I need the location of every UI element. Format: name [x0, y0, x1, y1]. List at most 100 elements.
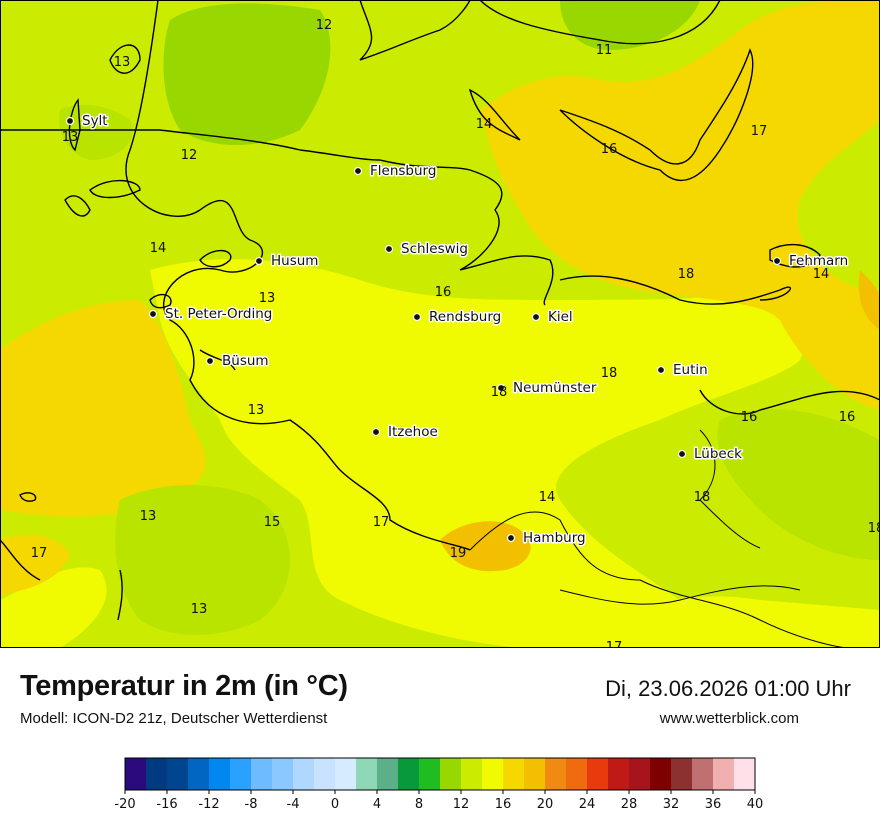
legend-tick-label: 32 — [663, 797, 680, 812]
temperature-zone-12-north — [163, 3, 331, 145]
legend-swatch — [692, 758, 714, 790]
city-schleswig[interactable]: Schleswig — [384, 240, 470, 259]
city-hamburg[interactable]: Hamburg — [506, 529, 587, 548]
temperature-zone-18-sea-west — [0, 300, 206, 517]
city-sylt[interactable]: Sylt — [65, 112, 109, 131]
city-name: Büsum — [222, 353, 269, 369]
legend-tick-label: 8 — [415, 797, 423, 812]
legend-swatch — [230, 758, 252, 790]
legend-tick-label: 40 — [747, 797, 764, 812]
boundary-lines — [469, 429, 851, 648]
value-label: 19 — [450, 546, 467, 561]
temperature-zone-12-northeast — [560, 0, 700, 50]
legend-swatch — [167, 758, 189, 790]
legend-frame — [124, 757, 756, 791]
city-eutin[interactable]: Eutin — [656, 361, 709, 380]
temperature-zone-13-sylt — [59, 104, 133, 160]
value-label: 14 — [150, 241, 167, 256]
city-rendsburg[interactable]: Rendsburg — [412, 308, 503, 327]
value-label: 18 — [491, 385, 508, 400]
legend-swatch — [461, 758, 483, 790]
legend-tick-label: 20 — [537, 797, 554, 812]
value-label: 18 — [694, 490, 711, 505]
temperature-map: Sylt Flensburg Schleswig Husum St. Peter… — [0, 0, 880, 648]
value-label: 13 — [62, 130, 79, 145]
value-labels: 12 13 11 13 14 16 17 12 14 18 14 13 16 1… — [31, 18, 880, 648]
legend-swatches — [125, 758, 756, 790]
legend-swatch — [734, 758, 756, 790]
legend-swatch — [503, 758, 525, 790]
website-link[interactable]: www.wetterblick.com — [659, 710, 799, 727]
value-label: 18 — [678, 267, 695, 282]
city-name: Fehmarn — [789, 253, 848, 269]
legend-swatch — [629, 758, 651, 790]
legend-swatch — [545, 758, 567, 790]
value-label: 12 — [181, 148, 198, 163]
value-label: 13 — [191, 602, 208, 617]
value-label: 14 — [476, 117, 493, 132]
value-label: 13 — [259, 291, 276, 306]
value-label: 17 — [31, 546, 48, 561]
legend-swatch — [335, 758, 357, 790]
legend-tick-label: 36 — [705, 797, 722, 812]
legend-swatch — [314, 758, 336, 790]
legend-swatch — [188, 758, 210, 790]
temperature-zone-18-sea-sw — [0, 535, 70, 595]
temperature-zone-14-east — [717, 409, 880, 560]
coastline — [0, 0, 880, 621]
city-markers: Sylt Flensburg Schleswig Husum St. Peter… — [65, 112, 850, 548]
value-label: 11 — [596, 43, 613, 58]
city-luebeck[interactable]: Lübeck — [677, 445, 744, 464]
legend-tick-label: 0 — [331, 797, 339, 812]
city-name: Hamburg — [523, 530, 586, 546]
legend-swatch — [419, 758, 441, 790]
city-name: Lübeck — [694, 446, 742, 462]
legend-swatch — [293, 758, 315, 790]
map-title: Temperatur in 2m (in °C) — [20, 670, 348, 702]
temperature-zone-18-east — [858, 270, 880, 330]
legend-tick-label: 28 — [621, 797, 638, 812]
city-name: Neumünster — [513, 380, 597, 396]
color-legend: -20 -16 -12 -8 -4 0 4 8 12 16 20 24 28 32 36 40 — [114, 757, 764, 812]
city-itzehoe[interactable]: Itzehoe — [371, 423, 439, 442]
value-label: 13 — [140, 509, 157, 524]
legend-tick-label: 4 — [373, 797, 381, 812]
legend-tick-label: -16 — [156, 797, 177, 812]
temperature-zone-13-west — [115, 485, 291, 635]
temperature-zone-16 — [150, 259, 808, 648]
legend-swatch — [587, 758, 609, 790]
temperature-zone-16c — [560, 596, 880, 648]
city-name: St. Peter-Ording — [165, 306, 272, 322]
legend-tick-label: 24 — [579, 797, 596, 812]
value-label: 14 — [539, 490, 556, 505]
model-info: Modell: ICON-D2 21z, Deutscher Wetterdie… — [20, 710, 328, 727]
legend-tick-label: -4 — [287, 797, 300, 812]
city-kiel[interactable]: Kiel — [531, 308, 574, 327]
forecast-datetime: Di, 23.06.2026 01:00 Uhr — [605, 676, 851, 701]
legend-swatch — [524, 758, 546, 790]
city-st-peter-ording[interactable]: St. Peter-Ording — [148, 305, 274, 324]
city-name: Schleswig — [401, 241, 468, 257]
legend-swatch — [251, 758, 273, 790]
city-flensburg[interactable]: Flensburg — [353, 162, 438, 181]
city-fehmarn[interactable]: Fehmarn — [772, 252, 850, 271]
legend-swatch — [608, 758, 630, 790]
value-label: 13 — [114, 55, 131, 70]
legend-swatch — [377, 758, 399, 790]
temperature-zone-18-hamburg — [440, 521, 531, 572]
value-label: 17 — [373, 515, 390, 530]
value-label: 18 — [868, 521, 880, 536]
legend-tick-label: 16 — [495, 797, 512, 812]
city-name: Eutin — [673, 362, 708, 378]
temperature-zone-18-baltic — [480, 0, 880, 410]
legend-swatch — [566, 758, 588, 790]
city-husum[interactable]: Husum — [254, 252, 320, 271]
value-label: 14 — [813, 267, 830, 282]
legend-swatch — [482, 758, 504, 790]
legend-swatch — [209, 758, 231, 790]
legend-swatch — [713, 758, 735, 790]
city-neumuenster[interactable]: Neumünster — [496, 379, 598, 398]
city-name: Rendsburg — [429, 309, 501, 325]
legend-tick-label: 12 — [453, 797, 470, 812]
city-buesum[interactable]: Büsum — [205, 352, 270, 371]
